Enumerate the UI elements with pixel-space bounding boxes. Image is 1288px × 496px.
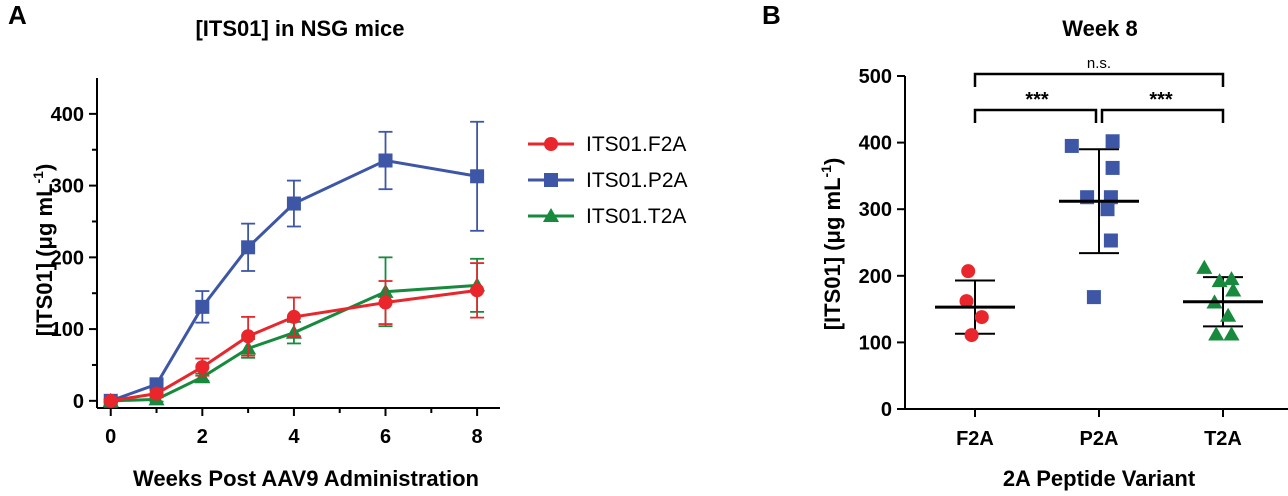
group-F2A	[935, 264, 1015, 343]
chart-b: 0 100 200 300 400 500 F2A P2A T2A n.s. *** ***	[859, 55, 1288, 450]
chart-a-xtick-label: 2	[197, 426, 208, 448]
legend-marker	[544, 173, 558, 187]
legend-marker	[542, 207, 560, 223]
legend-marker	[544, 137, 558, 151]
significance-label: ***	[1149, 89, 1173, 111]
chart-a-title: [ITS01] in NSG mice	[195, 16, 404, 41]
chart-b-xtick-label: T2A	[1204, 428, 1242, 450]
chart-a-ytick-label: 200	[51, 247, 84, 269]
group-T2A	[1183, 259, 1263, 341]
data-point	[1220, 307, 1237, 322]
data-point	[1086, 290, 1101, 305]
chart-b-ytick-label: 500	[859, 66, 892, 88]
data-point	[974, 310, 989, 325]
chart-a-ytick-label: 300	[51, 176, 84, 198]
legend-label: ITS01.T2A	[586, 205, 686, 228]
data-point	[1225, 282, 1242, 297]
data-point	[1064, 138, 1079, 153]
series-ITS01.F2A	[103, 262, 485, 408]
data-point	[1105, 134, 1120, 149]
group-P2A	[1059, 134, 1139, 305]
data-point	[1223, 271, 1240, 286]
chart-a-xtick-label: 0	[105, 426, 116, 448]
chart-b-ytick-label: 0	[881, 399, 892, 421]
chart-a-xtick-label: 8	[472, 426, 483, 448]
significance-bracket: ***	[1100, 89, 1225, 123]
bracket-line	[973, 108, 1098, 123]
chart-a-ytick-label: 0	[73, 391, 84, 413]
chart-a-ylabel: [ITS01] (μg mL-1)	[30, 164, 57, 337]
chart-b-xtick-label: P2A	[1080, 428, 1119, 450]
bracket-line	[973, 72, 1225, 87]
data-point	[241, 240, 256, 255]
data-point	[470, 169, 485, 184]
data-point	[241, 329, 256, 344]
data-point	[103, 393, 118, 408]
data-point	[1105, 160, 1120, 175]
chart-a-ytick-label: 400	[51, 104, 84, 126]
data-point	[1103, 233, 1118, 248]
significance-bracket: n.s.	[973, 55, 1225, 87]
chart-a-xtick-label: 6	[380, 426, 391, 448]
significance-label: n.s.	[1087, 55, 1111, 72]
data-point	[1196, 259, 1213, 274]
panel-letter-b: B	[762, 0, 781, 30]
chart-b-ytick-label: 400	[859, 133, 892, 155]
data-point	[286, 196, 301, 211]
data-point	[378, 153, 393, 168]
chart-b-xtick-label: F2A	[956, 428, 994, 450]
chart-b-title: Week 8	[1062, 16, 1137, 41]
data-point	[286, 309, 301, 324]
significance-label: ***	[1025, 89, 1049, 111]
bracket-line	[1100, 108, 1225, 123]
chart-b-ytick-label: 100	[859, 332, 892, 354]
chart-a-ytick-label: 100	[51, 319, 84, 341]
data-point	[1211, 273, 1228, 288]
data-point	[959, 294, 974, 309]
legend-label: ITS01.P2A	[586, 169, 688, 192]
series-ITS01.P2A	[103, 120, 485, 408]
data-point	[470, 283, 485, 298]
data-point	[149, 386, 164, 401]
significance-bracket: ***	[973, 89, 1098, 123]
data-point	[961, 264, 976, 279]
data-point	[1100, 202, 1115, 217]
data-point	[964, 328, 979, 343]
legend-label: ITS01.F2A	[586, 133, 686, 156]
chart-a-legend: ITS01.F2A ITS01.P2A ITS01.T2A	[528, 133, 688, 228]
data-point	[1208, 326, 1225, 341]
chart-b-xlabel: 2A Peptide Variant	[1003, 466, 1196, 491]
chart-a-xtick-label: 4	[288, 426, 300, 448]
panel-letter-a: A	[8, 0, 27, 30]
data-point	[195, 360, 210, 375]
chart-a-xlabel: Weeks Post AAV9 Administration	[133, 466, 479, 491]
data-point	[378, 295, 393, 310]
chart-b-ytick-label: 200	[859, 266, 892, 288]
data-point	[195, 299, 210, 314]
chart-b-ytick-label: 300	[859, 199, 892, 221]
chart-b-ylabel: [ITS01] (μg mL-1)	[818, 158, 845, 331]
data-point	[1223, 326, 1240, 341]
